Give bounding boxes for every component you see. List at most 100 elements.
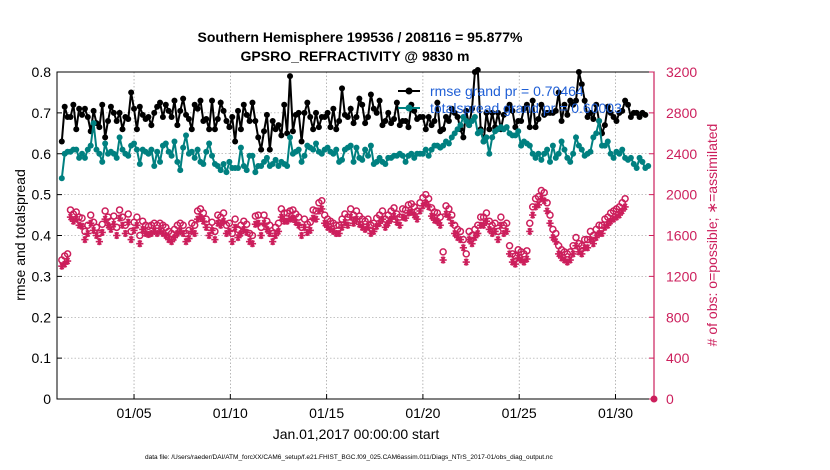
rmse-point — [411, 107, 418, 114]
spread-point — [365, 152, 372, 159]
y2-tick-label: 400 — [666, 350, 690, 366]
possible-point — [497, 213, 505, 221]
rmse-point — [252, 118, 259, 125]
assimilated-point — [202, 223, 210, 231]
rmse-point — [344, 113, 351, 120]
possible-point — [101, 207, 109, 215]
rmse-point — [463, 107, 470, 114]
rmse-point — [246, 118, 253, 125]
spread-point — [168, 152, 175, 159]
possible-point — [257, 223, 265, 232]
rmse-point — [538, 101, 545, 108]
y2-tick-label: 1600 — [666, 228, 697, 244]
spread-point — [382, 160, 389, 167]
spread-point — [587, 148, 594, 155]
rmse-point — [148, 122, 155, 129]
rmse-point — [249, 99, 256, 106]
rmse-point — [376, 97, 383, 104]
spread-point — [295, 146, 302, 153]
rmse-point — [223, 118, 230, 125]
spread-point — [422, 146, 429, 153]
spread-point — [578, 146, 585, 153]
rmse-point — [359, 101, 366, 108]
rmse-point — [587, 109, 594, 116]
y-axis-label: rmse and totalspread — [12, 169, 28, 301]
spread-point — [310, 146, 317, 153]
spread-point — [399, 152, 406, 159]
rmse-point — [90, 107, 97, 114]
rmse-point — [304, 99, 311, 106]
spread-point — [503, 124, 510, 131]
rmse-point — [564, 111, 571, 118]
assimilated-point — [439, 256, 447, 264]
rmse-point — [67, 113, 74, 120]
possible-point — [199, 209, 208, 217]
assimilated-point — [98, 228, 106, 237]
spread-point — [471, 113, 478, 120]
possible-point — [260, 211, 268, 219]
rmse-point — [171, 97, 178, 104]
assimilated-point — [396, 221, 404, 229]
rmse-point — [237, 126, 244, 133]
rmse-point — [116, 109, 123, 116]
rmse-point — [298, 138, 305, 145]
spread-point — [235, 165, 242, 172]
rmse-point — [159, 113, 166, 120]
rmse-point — [489, 109, 496, 116]
spread-point — [402, 158, 409, 165]
spread-point — [425, 152, 432, 159]
assimilated-point — [456, 235, 465, 244]
legend-rmse-label: rmse grand pr = 0.70464 — [430, 83, 584, 99]
assimilated-point — [63, 257, 72, 265]
rmse-point — [263, 111, 270, 118]
rmse-point — [529, 97, 536, 104]
rmse-point — [425, 113, 432, 120]
assimilated-point — [185, 234, 193, 243]
spread-point — [486, 150, 493, 157]
rmse-point — [405, 124, 412, 131]
rmse-point — [495, 109, 502, 116]
assimilated-point — [578, 250, 586, 258]
spread-point — [339, 156, 346, 163]
y-tick-label: 0.2 — [32, 309, 52, 325]
rmse-point — [165, 107, 172, 114]
assimilated-point — [196, 213, 205, 221]
spread-point — [272, 156, 279, 163]
spread-point — [645, 163, 652, 170]
data-file-footer: data file: /Users/raeder/DAI/ATM_forcXX/… — [145, 454, 554, 461]
assimilated-point — [344, 221, 352, 229]
spread-point — [547, 158, 554, 165]
assimilated-point — [260, 219, 268, 227]
rmse-point — [474, 66, 481, 73]
possible-point — [110, 212, 118, 220]
assimilated-point — [433, 217, 441, 225]
assimilated-point — [534, 201, 543, 209]
possible-point — [523, 247, 531, 255]
rmse-point — [483, 109, 490, 116]
rmse-point — [197, 97, 204, 104]
assimilated-point — [482, 217, 491, 225]
spread-point — [209, 152, 216, 159]
rmse-point — [601, 122, 608, 129]
rmse-point — [310, 126, 317, 133]
spread-point — [180, 144, 187, 151]
assimilated-point — [78, 222, 86, 230]
rmse-point — [188, 126, 195, 133]
spread-point — [362, 146, 369, 153]
assimilated-point — [451, 229, 459, 238]
rmse-point — [240, 101, 247, 108]
spread-point — [284, 163, 291, 170]
assimilated-point — [552, 238, 560, 246]
spread-point — [136, 160, 143, 167]
rmse-point — [353, 113, 360, 120]
rmse-point — [333, 126, 340, 133]
x-axis-label: Jan.01,2017 00:00:00 start — [273, 426, 440, 442]
rmse-point — [365, 113, 372, 120]
assimilated-point — [113, 231, 121, 240]
rmse-point — [232, 138, 239, 145]
rmse-point — [523, 101, 530, 108]
assimilated-point — [425, 203, 433, 211]
rmse-point — [125, 116, 132, 123]
rmse-point — [350, 120, 357, 127]
assimilated-point — [497, 221, 505, 229]
